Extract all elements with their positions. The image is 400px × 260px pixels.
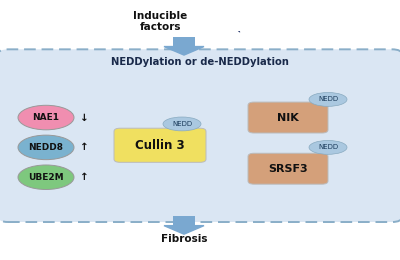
FancyBboxPatch shape <box>248 102 328 133</box>
Text: Fibrosis: Fibrosis <box>161 234 207 244</box>
Text: NAE1: NAE1 <box>32 113 60 122</box>
Text: NEDD: NEDD <box>318 144 338 150</box>
Text: UBE2M: UBE2M <box>28 173 64 182</box>
FancyBboxPatch shape <box>0 49 400 222</box>
Ellipse shape <box>309 140 347 154</box>
Ellipse shape <box>18 135 74 160</box>
Text: Cullin 3: Cullin 3 <box>135 139 185 152</box>
Text: ↑: ↑ <box>80 142 89 152</box>
Text: SRSF3: SRSF3 <box>268 164 308 174</box>
Ellipse shape <box>18 105 74 130</box>
Text: ↓: ↓ <box>80 113 89 122</box>
Text: NEDD8: NEDD8 <box>28 143 64 152</box>
FancyBboxPatch shape <box>248 153 328 184</box>
Ellipse shape <box>309 93 347 106</box>
Ellipse shape <box>163 117 201 131</box>
Text: NEDD: NEDD <box>172 121 192 127</box>
Text: NEDD: NEDD <box>318 96 338 102</box>
FancyBboxPatch shape <box>173 36 195 47</box>
Text: NIK: NIK <box>277 113 299 122</box>
Text: Inducible
factors: Inducible factors <box>133 11 187 32</box>
FancyBboxPatch shape <box>173 216 195 226</box>
FancyBboxPatch shape <box>114 128 206 162</box>
Polygon shape <box>224 11 244 32</box>
Polygon shape <box>164 47 204 55</box>
Ellipse shape <box>18 165 74 190</box>
Polygon shape <box>164 226 204 234</box>
Text: NEDDylation or de-NEDDylation: NEDDylation or de-NEDDylation <box>111 57 289 67</box>
Text: ↑: ↑ <box>80 172 89 182</box>
